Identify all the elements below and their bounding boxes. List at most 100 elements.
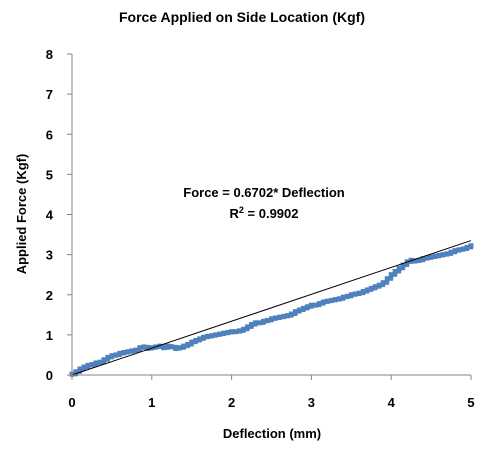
data-point <box>265 317 271 323</box>
data-point <box>105 354 111 360</box>
data-point <box>296 307 302 313</box>
data-point <box>352 291 358 297</box>
data-point <box>101 357 107 363</box>
data-point <box>424 255 430 261</box>
data-point <box>368 285 374 291</box>
data-point <box>145 346 151 352</box>
data-point <box>249 321 255 327</box>
data-point <box>77 366 83 372</box>
data-point <box>284 313 290 319</box>
y-axis-label: Applied Force (Kgf) <box>14 154 29 275</box>
data-point <box>420 256 426 262</box>
data-point <box>237 328 243 334</box>
data-point <box>416 257 422 263</box>
data-point <box>85 362 91 368</box>
data-point <box>157 343 163 349</box>
x-tick-label: 0 <box>68 395 75 410</box>
data-point <box>161 345 167 351</box>
data-point <box>428 254 434 260</box>
data-point <box>89 362 95 368</box>
data-point <box>440 252 446 258</box>
x-tick-label: 3 <box>308 395 315 410</box>
data-point <box>336 296 342 302</box>
data-point <box>436 252 442 258</box>
y-tick-label: 0 <box>46 368 53 383</box>
data-point <box>233 329 239 335</box>
data-point <box>292 309 298 315</box>
data-point <box>141 344 147 350</box>
axes: 0 1 2 3 4 5 6 7 8 0 1 2 3 4 5 <box>46 47 475 410</box>
data-point <box>340 294 346 300</box>
data-point <box>460 246 466 252</box>
data-point <box>432 253 438 259</box>
data-point <box>253 320 259 326</box>
r-squared-label: R2 = 0.9902 <box>230 205 299 221</box>
data-point <box>225 329 231 335</box>
data-point <box>201 334 207 340</box>
data-point <box>324 298 330 304</box>
data-point <box>444 251 450 257</box>
data-point <box>173 346 179 352</box>
x-tick-label: 5 <box>467 395 474 410</box>
data-point <box>276 314 282 320</box>
data-point <box>177 345 183 351</box>
data-point <box>384 276 390 282</box>
data-point <box>181 343 187 349</box>
data-point <box>348 292 354 298</box>
data-point <box>257 320 263 326</box>
data-point <box>113 352 119 358</box>
data-point <box>129 348 135 354</box>
x-axis-label: Deflection (mm) <box>223 426 321 441</box>
data-point <box>245 324 251 330</box>
data-point <box>121 350 127 356</box>
data-point <box>332 297 338 303</box>
data-point <box>189 339 195 345</box>
data-point <box>312 302 318 308</box>
x-tick-label: 2 <box>228 395 235 410</box>
data-point <box>73 369 79 375</box>
data-point <box>261 318 267 324</box>
data-point <box>197 336 203 342</box>
data-point <box>380 280 386 286</box>
data-point <box>272 315 278 321</box>
data-point <box>117 350 123 356</box>
data-point <box>456 247 462 253</box>
data-point <box>344 293 350 299</box>
data-point <box>205 333 211 339</box>
data-point <box>392 268 398 274</box>
data-point <box>412 258 418 264</box>
data-point <box>125 349 131 355</box>
data-point <box>464 244 470 250</box>
data-point <box>229 329 235 335</box>
y-tick-label: 6 <box>46 127 53 142</box>
trendline <box>71 240 472 376</box>
y-tick-label: 1 <box>46 328 53 343</box>
data-point <box>97 359 103 365</box>
y-tick-label: 3 <box>46 248 53 263</box>
data-point <box>209 333 215 339</box>
data-point <box>241 326 247 332</box>
data-point <box>388 272 394 278</box>
r-squared-superscript: 2 <box>239 205 244 215</box>
chart-title: Force Applied on Side Location (Kgf) <box>119 9 365 25</box>
data-point <box>320 299 326 305</box>
data-point <box>468 243 474 249</box>
r-squared-base: R <box>230 206 240 221</box>
data-point <box>304 304 310 310</box>
trendline-equation: Force = 0.6702* Deflection <box>183 185 345 200</box>
data-point <box>109 353 115 359</box>
data-point <box>300 305 306 311</box>
data-point <box>93 360 99 366</box>
data-point <box>448 249 454 255</box>
data-point <box>376 282 382 288</box>
data-point <box>316 301 322 307</box>
data-point <box>269 316 274 322</box>
data-point <box>372 284 378 290</box>
data-point <box>364 287 370 293</box>
data-point <box>308 302 314 308</box>
r-squared-value: = 0.9902 <box>244 206 299 221</box>
x-tick-label: 4 <box>388 395 396 410</box>
data-point <box>280 313 286 319</box>
